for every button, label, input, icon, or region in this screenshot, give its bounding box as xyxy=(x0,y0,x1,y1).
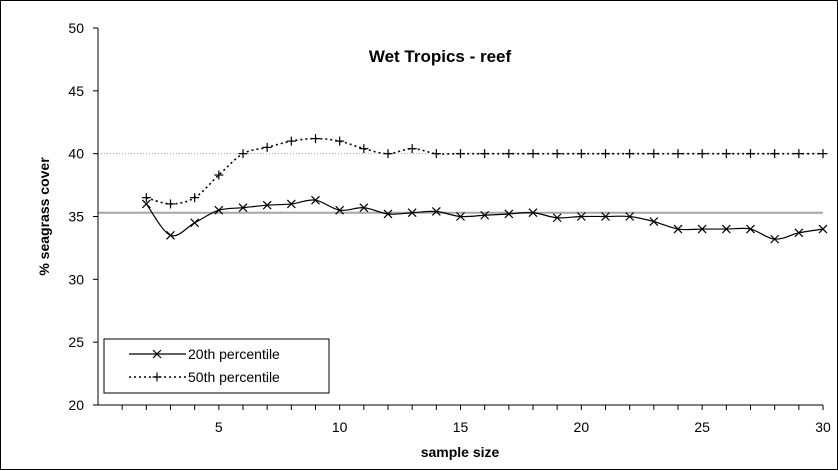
data-point-20th-percentile-28 xyxy=(770,234,780,244)
series-50th-percentile xyxy=(141,134,828,209)
axis-ticks: 20 25 30 35 40 45 50 5 10 15 20 25 30 xyxy=(68,20,831,435)
x-tick-label-25: 25 xyxy=(694,419,710,435)
data-point-20th-percentile-17 xyxy=(504,209,514,219)
series-20th-percentile xyxy=(141,195,828,244)
data-point-20th-percentile-6 xyxy=(238,203,248,213)
data-point-50th-percentile-4 xyxy=(190,193,200,203)
data-point-20th-percentile-19 xyxy=(552,213,562,223)
data-point-20th-percentile-25 xyxy=(697,224,707,234)
data-point-50th-percentile-28 xyxy=(770,149,780,159)
data-point-50th-percentile-15 xyxy=(456,149,465,159)
y-tick-label-20: 20 xyxy=(68,397,84,413)
legend-items: 20th percentile 50th percentile xyxy=(129,346,280,385)
y-tick-label-35: 35 xyxy=(68,209,84,225)
data-point-50th-percentile-7 xyxy=(262,142,272,152)
chart-title: Wet Tropics - reef xyxy=(369,47,512,66)
data-point-20th-percentile-11 xyxy=(359,203,369,213)
data-point-50th-percentile-26 xyxy=(721,149,731,159)
data-point-20th-percentile-26 xyxy=(721,224,731,234)
data-point-20th-percentile-21 xyxy=(601,212,610,221)
legend-box xyxy=(103,338,330,394)
x-tick-label-20: 20 xyxy=(574,419,590,435)
data-point-20th-percentile-2 xyxy=(141,199,151,209)
data-point-50th-percentile-29 xyxy=(794,149,804,159)
data-point-20th-percentile-15 xyxy=(456,212,465,221)
legend-swatch-marker xyxy=(152,349,162,359)
legend-label-50th-percentile: 50th percentile xyxy=(188,369,280,385)
legend-item-20th-percentile: 20th percentile xyxy=(129,346,280,362)
data-point-50th-percentile-14 xyxy=(431,149,441,159)
y-tick-label-50: 50 xyxy=(68,20,84,36)
data-point-50th-percentile-20 xyxy=(576,149,586,159)
data-point-50th-percentile-25 xyxy=(697,149,707,159)
data-point-50th-percentile-22 xyxy=(625,149,635,159)
y-tick-label-40: 40 xyxy=(68,146,84,162)
reference-lines xyxy=(98,153,823,214)
data-point-50th-percentile-2 xyxy=(141,193,151,203)
data-point-50th-percentile-30 xyxy=(818,149,828,159)
data-point-50th-percentile-18 xyxy=(528,149,538,159)
data-point-20th-percentile-14 xyxy=(431,207,441,216)
x-tick-label-10: 10 xyxy=(332,419,348,435)
series-layer xyxy=(141,134,828,244)
data-point-20th-percentile-20 xyxy=(576,212,586,221)
data-point-50th-percentile-21 xyxy=(601,149,610,159)
legend-swatch-marker xyxy=(152,372,162,382)
legend-item-50th-percentile: 50th percentile xyxy=(129,369,280,385)
x-axis-title: sample size xyxy=(421,444,500,460)
data-point-50th-percentile-17 xyxy=(504,149,514,159)
data-point-20th-percentile-27 xyxy=(746,224,755,234)
data-point-50th-percentile-23 xyxy=(649,149,659,159)
data-point-20th-percentile-7 xyxy=(262,200,272,210)
data-point-50th-percentile-5 xyxy=(214,170,224,180)
data-point-20th-percentile-16 xyxy=(480,210,490,220)
data-point-20th-percentile-3 xyxy=(166,230,175,240)
legend-label-20th-percentile: 20th percentile xyxy=(188,346,280,362)
data-point-20th-percentile-10 xyxy=(335,205,345,215)
data-point-20th-percentile-22 xyxy=(625,212,635,221)
data-point-50th-percentile-3 xyxy=(166,199,175,209)
data-point-20th-percentile-13 xyxy=(407,208,417,218)
data-point-20th-percentile-29 xyxy=(794,228,804,238)
legend: 20th percentile 50th percentile xyxy=(103,338,330,394)
data-point-20th-percentile-5 xyxy=(214,205,224,215)
data-point-20th-percentile-8 xyxy=(286,199,296,209)
data-point-20th-percentile-9 xyxy=(311,195,320,205)
data-point-50th-percentile-13 xyxy=(407,144,417,154)
data-point-50th-percentile-24 xyxy=(673,149,683,159)
data-point-20th-percentile-4 xyxy=(190,218,200,228)
y-tick-label-30: 30 xyxy=(68,271,84,287)
data-point-20th-percentile-24 xyxy=(673,224,683,234)
y-tick-label-25: 25 xyxy=(68,334,84,350)
data-point-20th-percentile-30 xyxy=(818,224,828,234)
series-line-20th-percentile xyxy=(145,199,824,240)
data-point-50th-percentile-8 xyxy=(286,136,296,146)
data-point-50th-percentile-19 xyxy=(552,149,562,159)
data-point-50th-percentile-6 xyxy=(238,149,248,159)
series-line-50th-percentile xyxy=(146,137,823,205)
data-point-50th-percentile-11 xyxy=(359,144,369,154)
data-point-50th-percentile-12 xyxy=(383,149,393,159)
data-point-20th-percentile-18 xyxy=(528,208,538,218)
y-axis-title: % seagrass cover xyxy=(36,157,52,276)
data-point-50th-percentile-16 xyxy=(480,149,490,159)
x-tick-label-30: 30 xyxy=(815,419,831,435)
x-tick-label-5: 5 xyxy=(215,419,223,435)
data-point-50th-percentile-10 xyxy=(335,136,345,146)
x-tick-label-15: 15 xyxy=(453,419,469,435)
data-point-50th-percentile-27 xyxy=(746,149,755,159)
data-point-50th-percentile-9 xyxy=(311,134,320,144)
data-point-20th-percentile-23 xyxy=(649,217,659,226)
data-point-20th-percentile-12 xyxy=(383,209,393,219)
y-tick-label-45: 45 xyxy=(68,83,84,99)
